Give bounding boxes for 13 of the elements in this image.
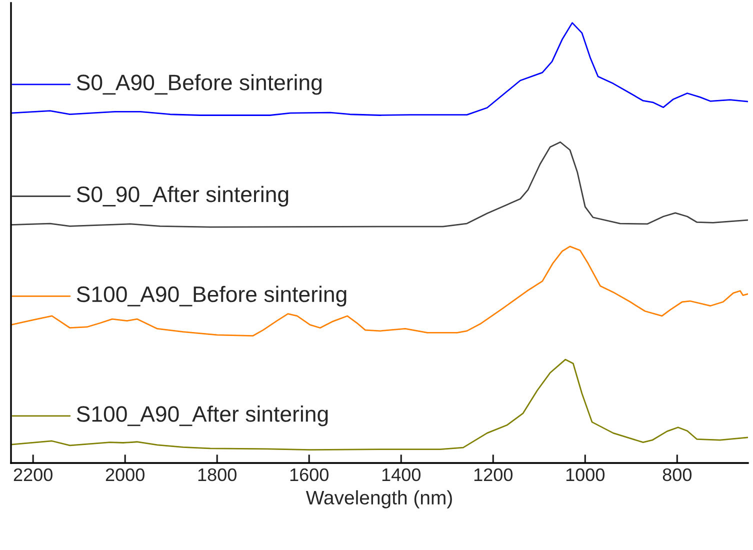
x-tick-label: 2000 (106, 468, 144, 482)
legend-label: S100_A90_Before sintering (76, 286, 346, 307)
x-tick-label: 1200 (474, 468, 513, 482)
x-tick-label: 800 (662, 468, 692, 482)
x-tick-label: 1000 (566, 468, 605, 482)
x-axis-title: Wavelength (nm) (306, 490, 452, 508)
legend-label: S0_A90_Before sintering (76, 74, 322, 95)
legend-label: S100_A90_After sintering (76, 406, 328, 426)
x-tick-label: 2200 (14, 468, 52, 482)
x-tick-label: 1800 (198, 468, 236, 482)
legend-label: S0_90_After sintering (76, 186, 288, 207)
x-tick-label: 1400 (382, 468, 420, 482)
x-tick-label: 1600 (290, 468, 328, 482)
